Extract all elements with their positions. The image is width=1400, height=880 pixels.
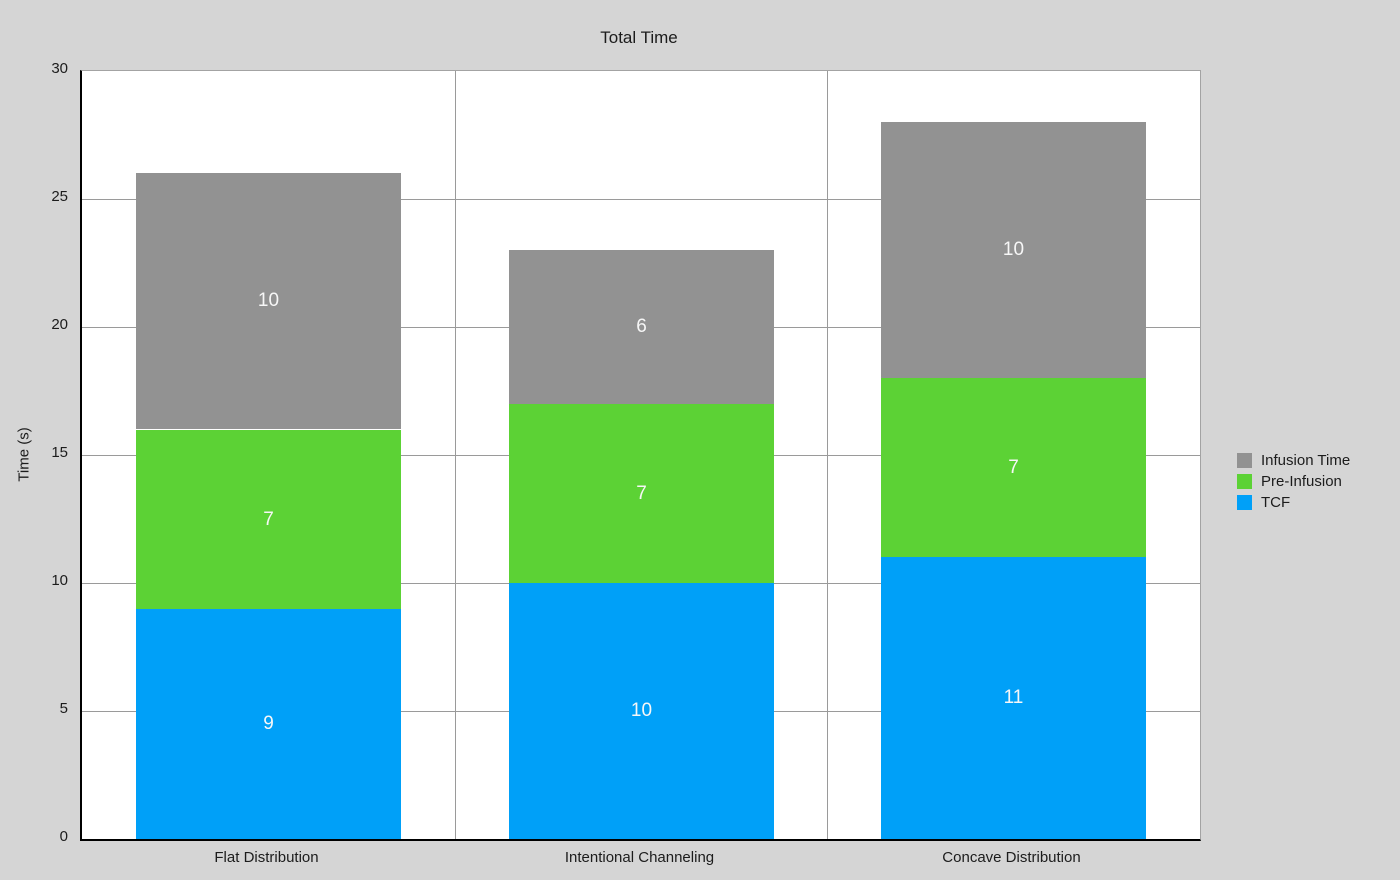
bar-value-label: 7 [1008, 456, 1019, 478]
y-tick-label-10: 10 [51, 572, 68, 589]
bar-segment-pre-infusion-3: 7 [881, 378, 1146, 557]
bar-segment-tcf-1: 9 [136, 609, 401, 839]
y-tick-label-20: 20 [51, 316, 68, 333]
bar-value-label: 10 [257, 290, 280, 311]
bar-segment-tcf-2: 10 [509, 583, 774, 839]
legend: Infusion Time Pre-Infusion TCF [1237, 450, 1350, 513]
bar-segment-tcf-3: 11 [881, 557, 1146, 839]
chart-title: Total Time [600, 28, 678, 47]
bar-value-label: 10 [1002, 239, 1025, 260]
category-separator [455, 71, 456, 839]
x-tick-label-3: Concave Distribution [942, 849, 1081, 866]
y-tick-label-0: 0 [59, 828, 68, 845]
x-tick-label-2: Intentional Channeling [564, 849, 715, 866]
legend-swatch-icon [1237, 495, 1252, 510]
bar-segment-pre-infusion-2: 7 [509, 404, 774, 583]
bar-value-label: 11 [1003, 687, 1024, 708]
y-tick-label-5: 5 [59, 700, 68, 717]
legend-label: Infusion Time [1261, 452, 1351, 469]
bar-value-label: 6 [636, 316, 647, 337]
gridline-y-25 [82, 199, 1200, 200]
legend-row-pre-infusion: Pre-Infusion [1237, 471, 1350, 492]
bar-value-label: 10 [630, 700, 653, 721]
plot-area: 9 7 10 10 7 6 11 7 10 [80, 70, 1201, 841]
legend-label: TCF [1261, 494, 1291, 511]
legend-label: Pre-Infusion [1261, 473, 1342, 490]
bar-segment-infusion-time-2: 6 [509, 250, 774, 404]
bar-value-label: 9 [263, 713, 274, 734]
legend-swatch-icon [1237, 453, 1252, 468]
legend-row-infusion-time: Infusion Time [1237, 450, 1350, 471]
bar-value-label: 7 [636, 482, 647, 504]
legend-row-tcf: TCF [1237, 492, 1350, 513]
legend-swatch-icon [1237, 474, 1252, 489]
x-tick-label-1: Flat Distribution [214, 849, 319, 866]
y-tick-label-30: 30 [51, 60, 68, 77]
bar-segment-infusion-time-3: 10 [881, 122, 1146, 378]
bar-segment-pre-infusion-1: 7 [136, 430, 401, 609]
bar-segment-infusion-time-1: 10 [136, 173, 401, 429]
bar-value-label: 7 [263, 508, 274, 530]
category-separator [827, 71, 828, 839]
y-tick-label-15: 15 [51, 444, 68, 461]
y-tick-label-25: 25 [51, 188, 68, 205]
